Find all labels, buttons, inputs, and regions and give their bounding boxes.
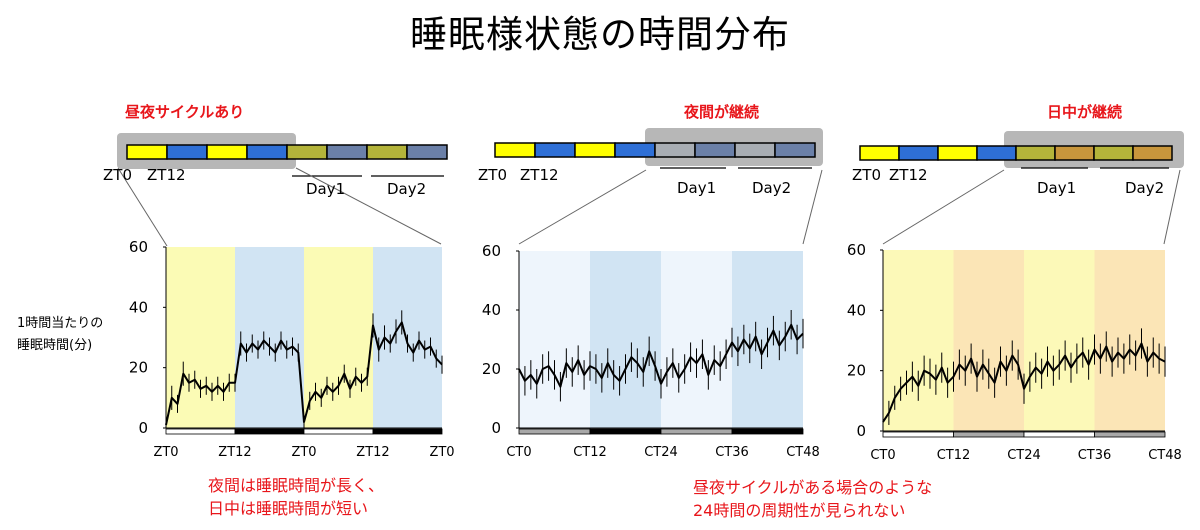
sched0-day-label: Day2: [387, 180, 427, 198]
x-tick-label: ZT0: [153, 445, 178, 460]
background-band: [661, 251, 732, 428]
schedule-segment: [406, 144, 448, 160]
zoom-line: [518, 169, 647, 245]
x-tick-label: ZT0: [291, 445, 316, 460]
schedule-bar-light-dark: [117, 133, 448, 177]
sched1-day-label: Day1: [677, 179, 717, 197]
y-tick-label: 20: [482, 360, 501, 378]
y-tick-label: 0: [856, 422, 866, 440]
y-axis-label-line1: 1時間当たりの: [17, 316, 104, 331]
light-dark-bar: [660, 428, 733, 435]
sched0-start-label: ZT0: [103, 166, 132, 184]
background-band: [166, 247, 235, 428]
schedule-label-light-dark: 昼夜サイクルあり: [125, 103, 245, 121]
light-dark-bar: [303, 428, 374, 435]
y-tick-label: 0: [491, 419, 501, 437]
chart-constant-light: 0 20 40 60 CT0 CT12 CT24 CT36 CT48: [847, 241, 1182, 463]
note-left-line2: 日中は睡眠時間が短い: [208, 499, 369, 518]
x-tick-label: CT0: [870, 448, 895, 463]
y-tick-label: 20: [129, 359, 148, 377]
x-tick-label: CT48: [786, 445, 820, 460]
x-tick-label: CT24: [644, 445, 678, 460]
light-dark-bar: [518, 428, 591, 435]
y-tick-label: 40: [847, 301, 866, 319]
light-dark-bar: [372, 428, 443, 435]
background-band: [883, 250, 954, 431]
sched2-start-label: ZT12: [889, 166, 928, 184]
zoom-line: [117, 167, 168, 247]
sched1-day-label: Day2: [752, 179, 792, 197]
x-tick-label: CT36: [1078, 448, 1112, 463]
light-dark-bar: [1023, 431, 1095, 438]
schedule-segment: [1132, 145, 1173, 161]
background-band: [1024, 250, 1095, 431]
y-axis-label-line2: 睡眠時間(分): [17, 338, 93, 353]
background-band: [590, 251, 661, 428]
light-dark-bar: [731, 428, 804, 435]
x-tick-label: CT36: [715, 445, 749, 460]
y-tick-label: 40: [482, 301, 501, 319]
series-line: [165, 321, 443, 426]
light-dark-bar: [953, 431, 1025, 438]
zoom-line: [802, 169, 823, 245]
sched0-start-label: ZT12: [147, 166, 186, 184]
light-dark-bar: [1094, 431, 1166, 438]
chart-light-dark: 0 20 40 60 ZT0 ZT12 ZT0 ZT12 ZT0: [129, 238, 455, 460]
page-title: 睡眠様状態の時間分布: [410, 13, 790, 56]
x-tick-label: CT0: [506, 445, 531, 460]
sched2-day-label: Day1: [1037, 179, 1077, 197]
y-tick-label: 20: [847, 362, 866, 380]
sched1-start-label: ZT12: [520, 166, 559, 184]
y-tick-label: 40: [129, 298, 148, 316]
chart-constant-dark: 0 20 40 60 CT0 CT12 CT24 CT36 CT48: [482, 242, 820, 460]
x-tick-label: CT24: [1007, 448, 1041, 463]
sched2-start-label: ZT0: [852, 166, 881, 184]
y-tick-label: 0: [138, 419, 148, 437]
note-right-line2: 24時間の周期性が見られない: [693, 501, 906, 520]
zoom-line: [882, 169, 1005, 245]
light-dark-bar: [882, 431, 954, 438]
y-tick-label: 60: [482, 242, 501, 260]
note-right-line1: 昼夜サイクルがある場合のような: [693, 478, 933, 497]
x-tick-label: ZT12: [218, 445, 251, 460]
charts-area: 0 20 40 60 ZT0 ZT12 ZT0 ZT12 ZT0 0 20 40 60 CT0 CT12 C…: [129, 238, 1182, 463]
sched2-day-label: Day2: [1125, 179, 1165, 197]
series-line: [882, 342, 1166, 423]
x-tick-label: CT48: [1148, 448, 1182, 463]
background-band: [953, 250, 1024, 431]
series-line: [518, 323, 804, 388]
light-dark-bar: [589, 428, 662, 435]
y-tick-label: 60: [129, 238, 148, 256]
zoom-line: [295, 167, 442, 245]
zoom-line: [1163, 169, 1181, 245]
x-tick-label: CT12: [573, 445, 607, 460]
sched0-day-label: Day1: [306, 180, 346, 198]
y-tick-label: 60: [847, 241, 866, 259]
light-dark-bar: [234, 428, 305, 435]
schedule-diagrams: [117, 128, 1184, 247]
sched1-start-label: ZT0: [478, 166, 507, 184]
schedule-bar-constant-light: [859, 131, 1184, 169]
schedule-bar-constant-dark: [494, 128, 823, 169]
schedule-label-constant-light: 日中が継続: [1047, 103, 1123, 121]
x-tick-label: CT12: [937, 448, 971, 463]
x-tick-label: ZT12: [356, 445, 389, 460]
x-tick-label: ZT0: [429, 445, 454, 460]
schedule-segment: [774, 142, 816, 158]
light-dark-bar: [165, 428, 236, 435]
schedule-label-constant-dark: 夜間が継続: [684, 103, 760, 121]
background-band: [304, 247, 373, 428]
note-left-line1: 夜間は睡眠時間が長く、: [208, 476, 385, 495]
background-band: [519, 251, 590, 428]
